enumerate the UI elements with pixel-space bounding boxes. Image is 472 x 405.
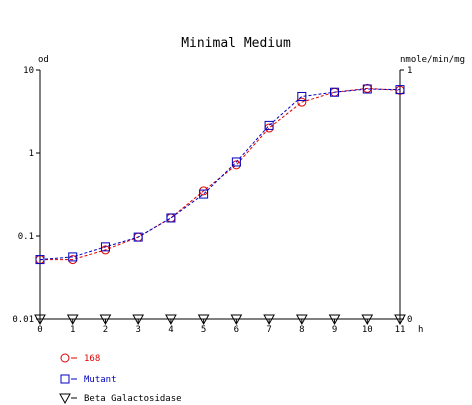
data-point <box>68 252 78 262</box>
data-point <box>99 314 112 326</box>
data-point <box>100 242 110 252</box>
x-tick-label: 0 <box>37 325 42 335</box>
series-line <box>39 88 401 261</box>
data-point <box>230 314 243 326</box>
data-point <box>264 120 274 130</box>
data-point <box>361 314 374 326</box>
data-point <box>34 314 46 326</box>
data-point <box>66 314 79 326</box>
y-right-tick-label: 0 <box>407 315 412 325</box>
data-point <box>263 314 275 326</box>
data-point <box>132 314 145 326</box>
series-mutant <box>35 84 405 265</box>
y-left-tick-label: 1 <box>29 149 34 159</box>
legend-marker <box>59 393 71 405</box>
legend-label: 168 <box>84 354 100 364</box>
y-left-tick-label: 10 <box>23 66 34 76</box>
legend-label: Beta Galactosidase <box>84 394 182 404</box>
data-point <box>231 157 241 167</box>
data-point <box>330 87 340 97</box>
x-tick-label: 10 <box>362 325 373 335</box>
data-point <box>362 84 372 94</box>
y-left-tick-label: 0.1 <box>18 232 34 242</box>
data-point <box>328 314 341 326</box>
x-tick-label: 3 <box>135 325 140 335</box>
data-point <box>165 314 177 326</box>
x-tick-label: 8 <box>299 325 304 335</box>
x-axis-unit-label: h <box>418 325 423 335</box>
legend-label: Mutant <box>84 375 117 385</box>
legend-marker <box>60 353 70 363</box>
y-right-axis-label: nmole/min/mg <box>400 55 465 65</box>
x-tick-label: 5 <box>201 325 206 335</box>
series-beta-galactosidase <box>34 314 406 326</box>
data-point <box>35 255 45 265</box>
series-168 <box>35 83 405 265</box>
chart-title: Minimal Medium <box>181 36 291 51</box>
y-right-tick-label: 1 <box>407 66 412 76</box>
y-left-axis-label: od <box>38 55 49 65</box>
series-layer <box>34 83 406 326</box>
x-tick-label: 11 <box>395 325 406 335</box>
x-tick-label: 2 <box>103 325 108 335</box>
data-point <box>133 232 143 242</box>
legend-marker <box>60 374 70 384</box>
data-point <box>395 85 405 95</box>
y-left-tick-label: 0.01 <box>12 315 34 325</box>
x-tick-label: 6 <box>234 325 239 335</box>
legend: 168 Mutant Beta Galactosidase <box>59 353 182 405</box>
axes <box>39 70 401 320</box>
x-tick-label: 9 <box>332 325 337 335</box>
series-line <box>40 87 401 261</box>
data-point <box>394 314 406 326</box>
data-point <box>295 314 308 326</box>
data-point <box>297 91 307 101</box>
data-point <box>197 314 210 326</box>
x-tick-label: 7 <box>266 325 271 335</box>
x-tick-label: 4 <box>168 325 173 335</box>
data-point <box>297 97 307 107</box>
data-point <box>166 213 176 223</box>
data-point <box>199 189 209 199</box>
data-point <box>166 213 176 223</box>
x-tick-label: 1 <box>70 325 75 335</box>
